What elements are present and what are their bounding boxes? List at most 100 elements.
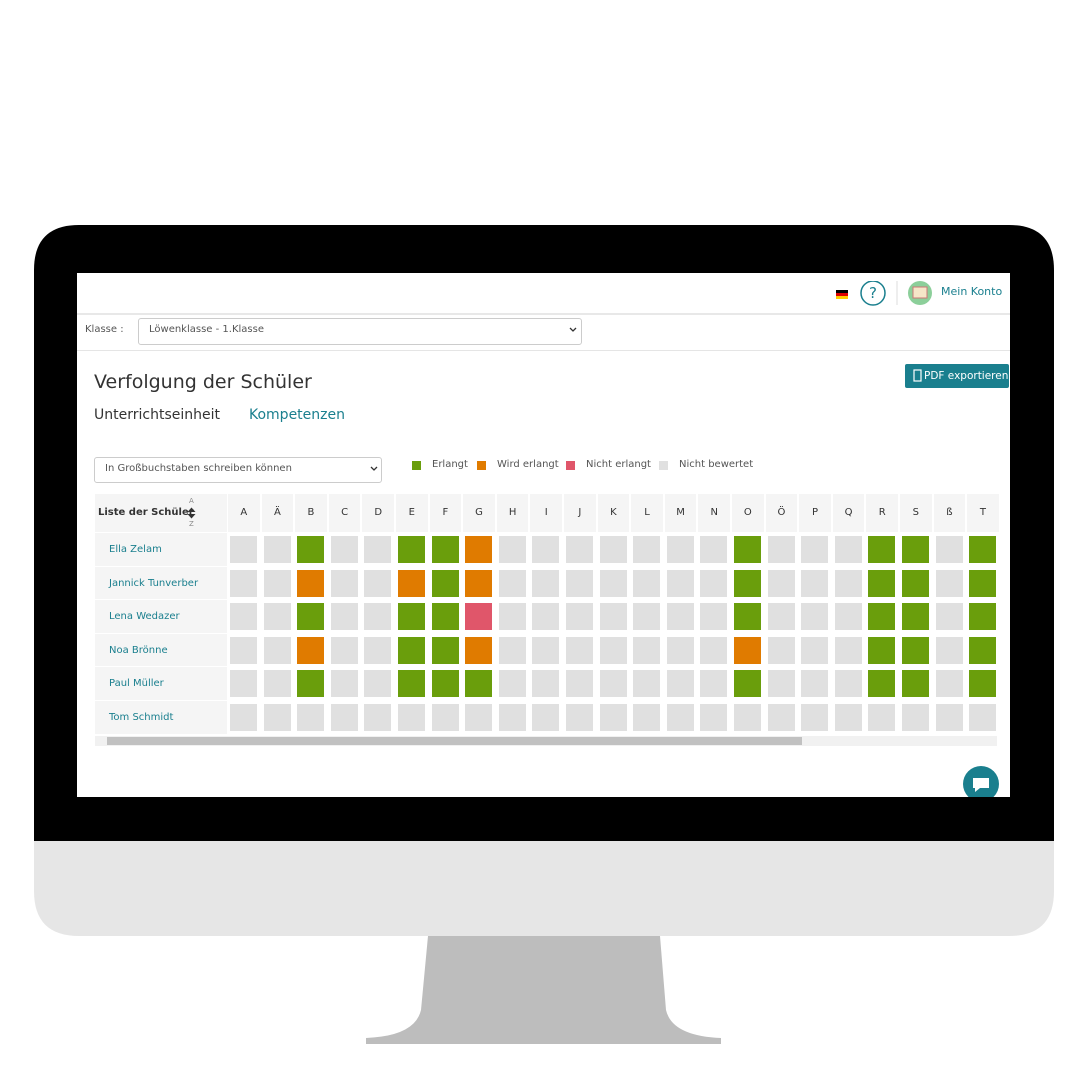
status-cell[interactable] bbox=[364, 536, 392, 563]
status-cell[interactable] bbox=[297, 603, 325, 631]
status-cell[interactable] bbox=[330, 603, 358, 631]
status-cell[interactable] bbox=[566, 670, 593, 698]
status-cell[interactable] bbox=[666, 670, 694, 698]
student-name[interactable]: Paul Müller bbox=[109, 678, 164, 690]
status-cell[interactable] bbox=[767, 670, 795, 698]
sort-icon[interactable] bbox=[187, 507, 196, 519]
status-cell[interactable] bbox=[969, 670, 997, 698]
status-cell[interactable] bbox=[498, 704, 526, 731]
status-cell[interactable] bbox=[566, 636, 593, 664]
status-cell[interactable] bbox=[935, 536, 963, 563]
status-cell[interactable] bbox=[834, 569, 862, 597]
status-cell[interactable] bbox=[465, 636, 493, 664]
status-cell[interactable] bbox=[834, 603, 862, 631]
status-cell[interactable] bbox=[666, 636, 694, 664]
status-cell[interactable] bbox=[263, 569, 291, 597]
status-cell[interactable] bbox=[465, 569, 493, 597]
status-cell[interactable] bbox=[297, 704, 325, 731]
status-cell[interactable] bbox=[935, 569, 963, 597]
status-cell[interactable] bbox=[633, 603, 661, 631]
status-cell[interactable] bbox=[431, 636, 459, 664]
status-cell[interactable] bbox=[330, 670, 358, 698]
status-cell[interactable] bbox=[801, 536, 829, 563]
status-cell[interactable] bbox=[431, 536, 459, 563]
status-cell[interactable] bbox=[935, 636, 963, 664]
status-cell[interactable] bbox=[969, 536, 997, 563]
status-cell[interactable] bbox=[935, 704, 963, 731]
status-cell[interactable] bbox=[230, 603, 257, 631]
status-cell[interactable] bbox=[599, 569, 627, 597]
status-cell[interactable] bbox=[734, 636, 761, 664]
status-cell[interactable] bbox=[935, 603, 963, 631]
status-cell[interactable] bbox=[633, 536, 661, 563]
status-cell[interactable] bbox=[398, 603, 425, 631]
status-cell[interactable] bbox=[532, 670, 560, 698]
status-cell[interactable] bbox=[263, 603, 291, 631]
status-cell[interactable] bbox=[297, 670, 325, 698]
status-cell[interactable] bbox=[364, 704, 392, 731]
status-cell[interactable] bbox=[398, 670, 425, 698]
status-cell[interactable] bbox=[364, 569, 392, 597]
status-cell[interactable] bbox=[230, 636, 257, 664]
status-cell[interactable] bbox=[801, 670, 829, 698]
status-cell[interactable] bbox=[498, 603, 526, 631]
status-cell[interactable] bbox=[330, 536, 358, 563]
status-cell[interactable] bbox=[868, 569, 896, 597]
status-cell[interactable] bbox=[700, 636, 728, 664]
status-cell[interactable] bbox=[297, 536, 325, 563]
status-cell[interactable] bbox=[330, 704, 358, 731]
status-cell[interactable] bbox=[230, 704, 257, 731]
status-cell[interactable] bbox=[633, 704, 661, 731]
status-cell[interactable] bbox=[297, 636, 325, 664]
status-cell[interactable] bbox=[834, 704, 862, 731]
status-cell[interactable] bbox=[230, 536, 257, 563]
skill-select[interactable] bbox=[94, 457, 382, 483]
status-cell[interactable] bbox=[532, 704, 560, 731]
status-cell[interactable] bbox=[666, 569, 694, 597]
status-cell[interactable] bbox=[566, 569, 593, 597]
status-cell[interactable] bbox=[398, 704, 425, 731]
status-cell[interactable] bbox=[902, 536, 929, 563]
status-cell[interactable] bbox=[431, 569, 459, 597]
status-cell[interactable] bbox=[868, 636, 896, 664]
status-cell[interactable] bbox=[398, 536, 425, 563]
status-cell[interactable] bbox=[868, 704, 896, 731]
status-cell[interactable] bbox=[801, 704, 829, 731]
status-cell[interactable] bbox=[666, 536, 694, 563]
status-cell[interactable] bbox=[633, 569, 661, 597]
status-cell[interactable] bbox=[566, 704, 593, 731]
status-cell[interactable] bbox=[969, 603, 997, 631]
export-button[interactable] bbox=[905, 364, 1009, 388]
status-cell[interactable] bbox=[700, 536, 728, 563]
student-name[interactable]: Jannick Tunverber bbox=[109, 577, 199, 589]
student-name[interactable]: Tom Schmidt bbox=[109, 712, 174, 723]
status-cell[interactable] bbox=[599, 603, 627, 631]
student-name[interactable]: Noa Brönne bbox=[109, 644, 168, 656]
status-cell[interactable] bbox=[734, 603, 761, 631]
chat-button[interactable] bbox=[960, 765, 1000, 797]
tab[interactable]: Kompetenzen bbox=[249, 407, 345, 423]
status-cell[interactable] bbox=[868, 603, 896, 631]
status-cell[interactable] bbox=[364, 670, 392, 698]
status-cell[interactable] bbox=[465, 536, 493, 563]
status-cell[interactable] bbox=[700, 670, 728, 698]
status-cell[interactable] bbox=[734, 670, 761, 698]
status-cell[interactable] bbox=[263, 704, 291, 731]
status-cell[interactable] bbox=[734, 569, 761, 597]
status-cell[interactable] bbox=[734, 536, 761, 563]
status-cell[interactable] bbox=[902, 636, 929, 664]
status-cell[interactable] bbox=[599, 670, 627, 698]
status-cell[interactable] bbox=[700, 704, 728, 731]
status-cell[interactable] bbox=[498, 670, 526, 698]
status-cell[interactable] bbox=[599, 704, 627, 731]
status-cell[interactable] bbox=[700, 569, 728, 597]
status-cell[interactable] bbox=[969, 569, 997, 597]
status-cell[interactable] bbox=[230, 569, 257, 597]
student-name[interactable]: Lena Wedazer bbox=[109, 611, 180, 623]
column-header[interactable]: Liste der Schüler bbox=[98, 507, 194, 518]
status-cell[interactable] bbox=[599, 636, 627, 664]
student-name[interactable]: Ella Zelam bbox=[109, 544, 162, 555]
status-cell[interactable] bbox=[431, 704, 459, 731]
status-cell[interactable] bbox=[666, 603, 694, 631]
status-cell[interactable] bbox=[431, 670, 459, 698]
